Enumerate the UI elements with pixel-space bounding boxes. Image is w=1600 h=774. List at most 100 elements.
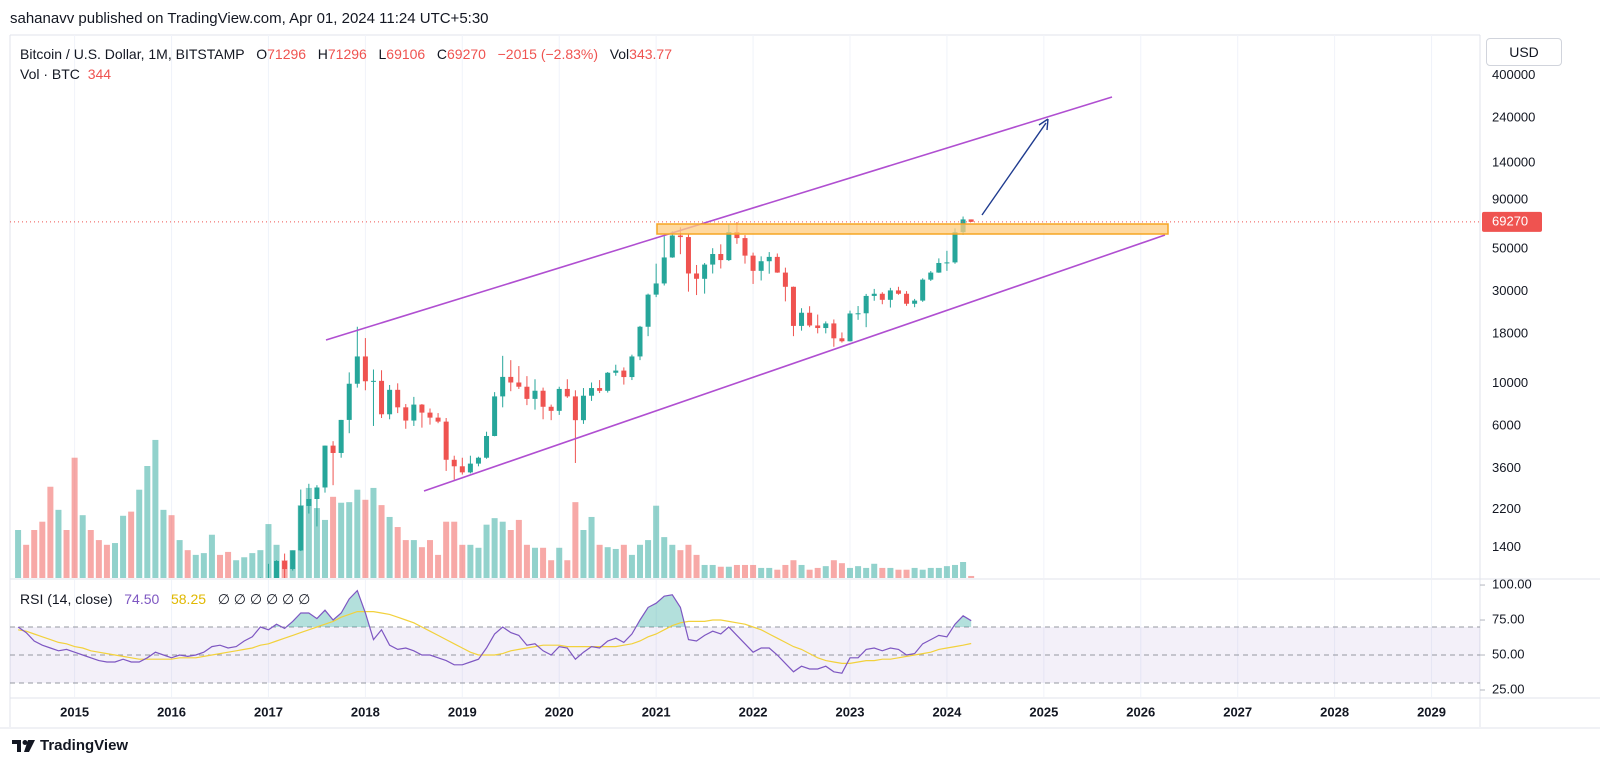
candle-body bbox=[677, 235, 683, 238]
candle-body bbox=[564, 388, 570, 397]
y-tick-label: 6000 bbox=[1492, 417, 1521, 432]
candle-body bbox=[782, 272, 788, 287]
candle-body bbox=[492, 396, 498, 436]
volume-bar bbox=[960, 562, 967, 578]
volume-bar bbox=[507, 530, 514, 578]
candle-body bbox=[314, 487, 320, 500]
volume-bar bbox=[515, 519, 522, 578]
volume-bar bbox=[87, 530, 94, 578]
volume-bar bbox=[847, 567, 853, 578]
candle-body bbox=[354, 356, 360, 384]
rsi-ma-last: 58.25 bbox=[170, 591, 207, 607]
candle-body bbox=[879, 293, 885, 300]
volume-legend: Vol · BTC bbox=[20, 66, 80, 82]
volume-bar bbox=[136, 489, 143, 578]
candle-body bbox=[532, 390, 538, 399]
volume-bar bbox=[645, 540, 652, 578]
volume-bar bbox=[322, 519, 328, 578]
candle-body bbox=[653, 283, 659, 295]
candle-body bbox=[645, 294, 651, 327]
volume-bar bbox=[733, 564, 740, 578]
resistance-zone bbox=[656, 223, 1169, 235]
volume-bar bbox=[540, 547, 547, 578]
volume-bar bbox=[313, 508, 320, 578]
x-tick-label: 2018 bbox=[351, 704, 380, 719]
ohlc-letter: C bbox=[436, 46, 448, 62]
drawings bbox=[325, 96, 1169, 492]
volume-bar bbox=[459, 544, 466, 578]
rsi-last: 74.50 bbox=[124, 591, 160, 607]
x-tick-label: 2028 bbox=[1320, 704, 1349, 719]
x-tick-label: 2016 bbox=[157, 704, 186, 719]
rsi-extras: ∅ ∅ ∅ ∅ ∅ ∅ bbox=[217, 591, 311, 607]
candle-body bbox=[597, 388, 603, 391]
candle-body bbox=[702, 264, 708, 279]
candle-body bbox=[508, 376, 514, 383]
volume-bar bbox=[168, 515, 175, 578]
volume-bar bbox=[572, 502, 579, 578]
candle-body bbox=[613, 370, 619, 373]
candle-body bbox=[685, 237, 691, 274]
candle-body bbox=[548, 406, 554, 411]
candle-body bbox=[475, 457, 481, 464]
legend: Bitcoin / U.S. Dollar, 1M, BITSTAMP O712… bbox=[20, 44, 672, 84]
candle-body bbox=[621, 370, 627, 378]
candle-body bbox=[435, 417, 441, 422]
candle-body bbox=[637, 326, 643, 357]
candle-body bbox=[524, 386, 530, 399]
volume-bar bbox=[968, 575, 975, 578]
volume-bar bbox=[370, 487, 377, 578]
volume-bar bbox=[830, 560, 837, 578]
x-tick-label: 2021 bbox=[642, 704, 671, 719]
volume-bar bbox=[548, 560, 555, 578]
y-tick-label: 50000 bbox=[1492, 240, 1528, 255]
volume-bar bbox=[225, 551, 232, 578]
volume-bar bbox=[855, 566, 862, 578]
candle-body bbox=[395, 389, 401, 408]
volume-bar bbox=[451, 521, 458, 578]
volume-bar bbox=[305, 487, 312, 578]
volume-bar bbox=[620, 544, 627, 578]
rsi-ma-line bbox=[17, 611, 972, 664]
volume-bar bbox=[128, 511, 135, 578]
volume-bar bbox=[653, 505, 660, 578]
volume-bar bbox=[418, 547, 425, 578]
candle-body bbox=[370, 380, 376, 382]
volume-bar bbox=[467, 544, 474, 578]
volume-bar bbox=[895, 569, 902, 578]
volume-bar bbox=[556, 547, 563, 578]
y-tick-label: 2200 bbox=[1492, 501, 1521, 516]
volume-bar bbox=[903, 569, 910, 578]
rsi-tick-label: 50.00 bbox=[1492, 646, 1525, 661]
volume-bar bbox=[911, 567, 918, 578]
volume-bar bbox=[532, 547, 538, 578]
volume-bar bbox=[152, 439, 159, 578]
volume-bar bbox=[144, 466, 151, 578]
ohlc-value: 69106 bbox=[386, 46, 426, 62]
volume-bar bbox=[47, 486, 54, 578]
x-tick-label: 2020 bbox=[545, 704, 574, 719]
currency-button[interactable]: USD bbox=[1486, 38, 1562, 66]
volume-bar bbox=[709, 564, 716, 578]
volume-bar bbox=[499, 521, 506, 578]
candle-body bbox=[403, 407, 409, 421]
candle-body bbox=[322, 445, 328, 488]
volume-bar bbox=[338, 502, 345, 578]
rsi-title: RSI (14, close) bbox=[20, 591, 113, 607]
last-price-label: 69270 bbox=[1492, 213, 1528, 228]
candle-body bbox=[419, 404, 425, 413]
ohlc-letter: O bbox=[256, 46, 268, 62]
volume-bar bbox=[943, 566, 950, 578]
y-tick-label: 1400 bbox=[1492, 539, 1521, 554]
volume-bar bbox=[362, 499, 369, 578]
ohlc-letter: L bbox=[378, 46, 387, 62]
projection-arrow bbox=[981, 122, 1047, 216]
candle-body bbox=[952, 232, 958, 263]
volume-bar bbox=[725, 566, 732, 578]
brand: TradingView bbox=[40, 737, 129, 754]
volume-bar bbox=[822, 566, 829, 578]
volume-bar bbox=[798, 564, 805, 578]
logo bbox=[12, 739, 35, 752]
candle-body bbox=[330, 445, 336, 453]
volume-bar bbox=[774, 569, 781, 578]
